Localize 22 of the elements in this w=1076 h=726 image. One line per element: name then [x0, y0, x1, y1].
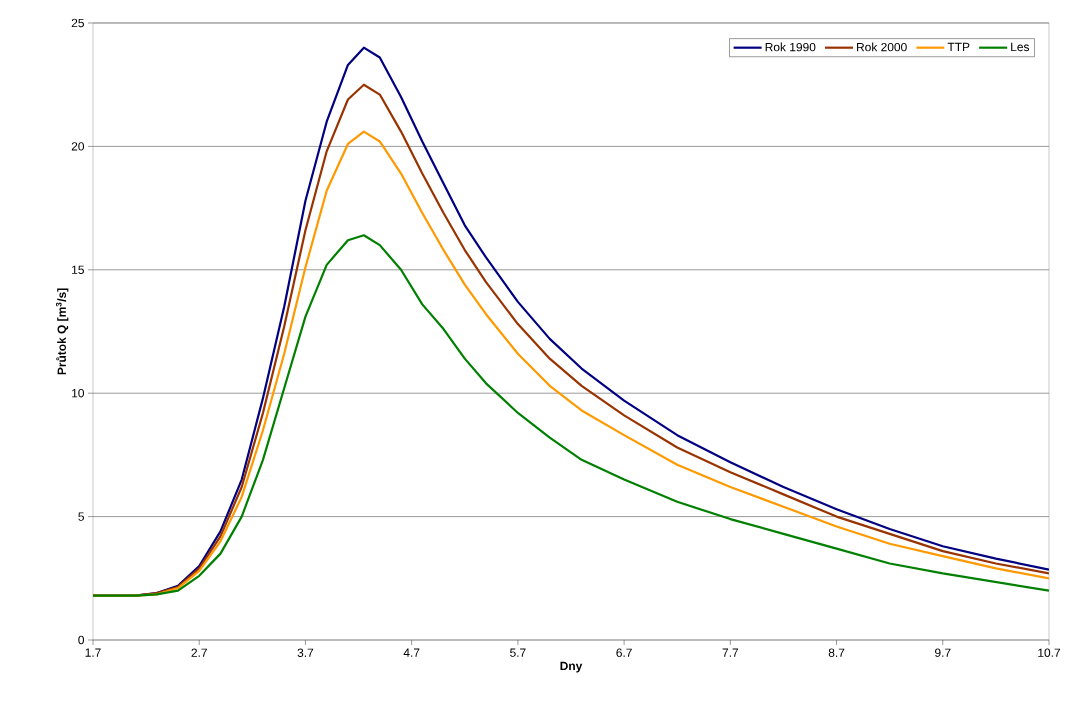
x-tick-label: 9.7: [935, 648, 951, 657]
y-axis-title: Průtok Q [m$^{3}$/s]: [55, 288, 69, 375]
y-tick-label: 5: [78, 512, 84, 521]
x-tick-label: 10.7: [1038, 648, 1061, 657]
x-tick-label: 8.7: [828, 648, 845, 657]
x-tick-label: 3.7: [297, 648, 314, 657]
legend-label: Rok 1990: [765, 42, 816, 52]
y-tick-label: 15: [72, 265, 84, 274]
x-tick-label: 6.7: [616, 648, 632, 657]
y-tick-label: 10: [72, 388, 85, 398]
y-tick-label: 20: [71, 142, 85, 151]
x-tick-label: 5.7: [510, 648, 526, 657]
y-tick-label: 25: [71, 18, 84, 28]
x-tick-label: 1.7: [85, 648, 101, 657]
x-tick-label: 4.7: [403, 648, 420, 657]
x-axis-title: Dny: [560, 661, 583, 673]
x-tick-label: 7.7: [722, 648, 739, 657]
legend-label: Rok 2000: [857, 42, 907, 52]
y-tick-label: 0: [78, 635, 85, 645]
legend-label: Les: [1011, 42, 1030, 52]
x-tick-label: 2.7: [191, 648, 207, 657]
legend-label: TTP: [947, 42, 970, 52]
